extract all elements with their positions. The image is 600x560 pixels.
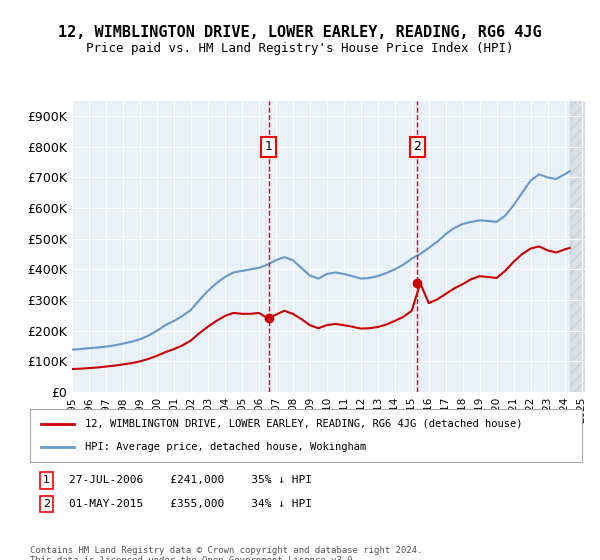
- Bar: [570, 101, 585, 392]
- Text: Contains HM Land Registry data © Crown copyright and database right 2024.
This d: Contains HM Land Registry data © Crown c…: [30, 546, 422, 560]
- Text: 2: 2: [43, 499, 50, 509]
- Text: 1: 1: [43, 475, 50, 485]
- Text: 2: 2: [413, 140, 421, 153]
- Text: 12, WIMBLINGTON DRIVE, LOWER EARLEY, READING, RG6 4JG (detached house): 12, WIMBLINGTON DRIVE, LOWER EARLEY, REA…: [85, 419, 523, 429]
- Text: Price paid vs. HM Land Registry's House Price Index (HPI): Price paid vs. HM Land Registry's House …: [86, 42, 514, 55]
- Text: HPI: Average price, detached house, Wokingham: HPI: Average price, detached house, Woki…: [85, 442, 367, 452]
- Text: 27-JUL-2006    £241,000    35% ↓ HPI: 27-JUL-2006 £241,000 35% ↓ HPI: [68, 475, 311, 485]
- Text: 01-MAY-2015    £355,000    34% ↓ HPI: 01-MAY-2015 £355,000 34% ↓ HPI: [68, 499, 311, 509]
- Text: 1: 1: [265, 140, 272, 153]
- Text: 12, WIMBLINGTON DRIVE, LOWER EARLEY, READING, RG6 4JG: 12, WIMBLINGTON DRIVE, LOWER EARLEY, REA…: [58, 25, 542, 40]
